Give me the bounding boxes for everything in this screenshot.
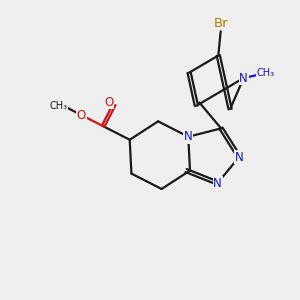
Text: N: N xyxy=(213,177,222,190)
Text: N: N xyxy=(235,151,244,164)
Text: Br: Br xyxy=(214,16,229,30)
Text: O: O xyxy=(77,109,86,122)
Text: CH₃: CH₃ xyxy=(50,101,68,111)
Text: O: O xyxy=(104,96,114,109)
Text: N: N xyxy=(184,130,193,143)
Text: CH₃: CH₃ xyxy=(256,68,274,78)
Text: N: N xyxy=(239,71,248,85)
